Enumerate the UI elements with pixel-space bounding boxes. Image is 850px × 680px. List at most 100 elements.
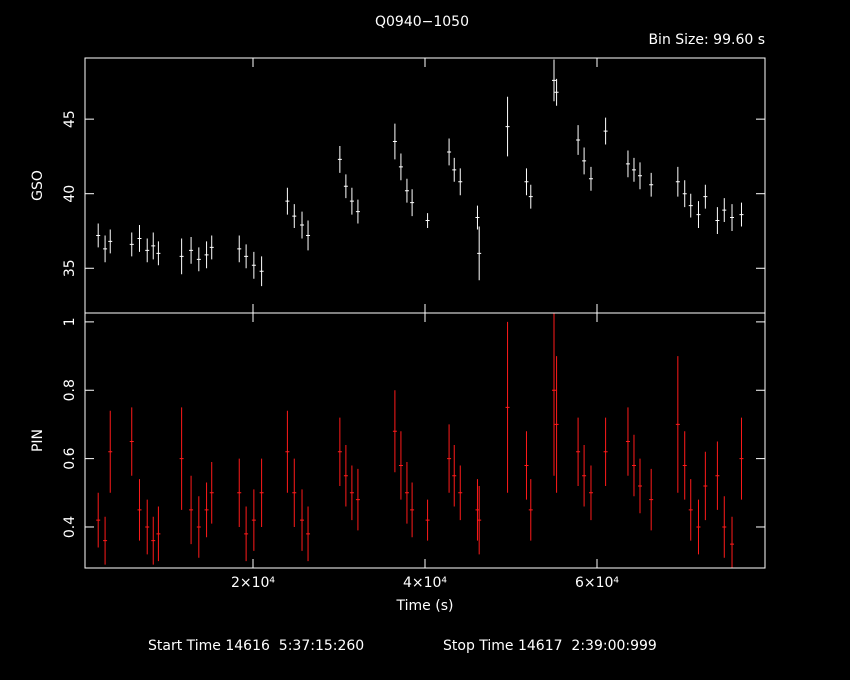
data-point	[398, 153, 403, 181]
data-point	[588, 166, 593, 191]
data-point	[204, 241, 209, 269]
data-point	[96, 492, 101, 548]
data-point	[552, 59, 556, 102]
data-point	[306, 506, 311, 562]
data-point	[108, 229, 113, 254]
data-point	[343, 444, 348, 507]
data-point	[682, 180, 687, 208]
data-point	[189, 475, 194, 545]
data-point	[425, 499, 430, 541]
data-point	[343, 174, 348, 199]
data-point	[528, 184, 533, 209]
data-point	[251, 251, 256, 279]
y-tick-label: 45	[62, 110, 78, 128]
data-point	[337, 417, 342, 486]
data-point	[703, 451, 708, 521]
data-point	[292, 458, 297, 527]
data-point	[477, 226, 482, 281]
y-tick-label: 1	[62, 317, 78, 326]
data-point	[603, 117, 608, 145]
data-point	[682, 431, 687, 500]
data-point	[237, 235, 242, 263]
data-point	[582, 147, 587, 175]
data-point	[505, 96, 510, 157]
data-point	[129, 232, 134, 257]
data-point	[337, 145, 342, 173]
data-point	[588, 465, 593, 521]
data-point	[189, 236, 194, 264]
data-point	[108, 410, 113, 493]
data-point	[730, 516, 735, 568]
data-point	[103, 516, 108, 565]
data-point	[739, 202, 744, 227]
y-tick-label: 40	[62, 185, 78, 203]
data-point	[696, 499, 701, 555]
data-point	[625, 150, 630, 178]
data-point	[196, 496, 201, 558]
bin-size: Bin Size: 99.60 s	[648, 32, 765, 48]
data-point	[649, 172, 654, 197]
data-point	[554, 78, 559, 106]
data-point	[703, 184, 708, 209]
data-point	[505, 321, 510, 493]
data-point	[452, 157, 457, 182]
data-point	[649, 468, 654, 531]
data-point	[447, 424, 452, 493]
data-point	[145, 499, 150, 555]
data-point	[209, 462, 214, 524]
panel-frame	[84, 312, 766, 569]
data-point	[715, 207, 720, 234]
data-point	[196, 247, 201, 272]
x-axis-label: Time (s)	[396, 598, 454, 614]
data-point	[688, 193, 693, 218]
data-point	[739, 417, 744, 500]
data-point	[129, 407, 134, 476]
data-point	[237, 458, 242, 527]
data-point	[137, 225, 142, 252]
y-tick-label: 0.6	[62, 447, 78, 469]
data-point	[137, 479, 142, 541]
data-point	[156, 241, 161, 266]
data-point	[631, 157, 636, 182]
data-point	[292, 204, 297, 228]
y-axis-label: PIN	[30, 429, 46, 452]
data-point	[151, 516, 156, 565]
panel-data	[96, 313, 744, 568]
data-point	[300, 489, 305, 551]
data-point	[696, 201, 701, 228]
data-point	[576, 125, 581, 155]
data-point	[404, 462, 409, 524]
data-point	[251, 489, 256, 551]
data-point	[458, 465, 463, 521]
data-point	[349, 187, 354, 215]
data-point	[179, 238, 184, 275]
x-tick-label: 2×10⁴	[231, 575, 275, 591]
data-point	[244, 506, 249, 562]
data-point	[404, 178, 409, 203]
data-point	[715, 441, 720, 510]
data-point	[156, 506, 161, 562]
x-tick-label: 4×10⁴	[403, 575, 447, 591]
data-point	[410, 482, 415, 538]
data-point	[259, 458, 264, 527]
data-point	[145, 238, 150, 263]
data-point	[554, 356, 559, 493]
data-point	[398, 431, 403, 500]
data-point	[582, 444, 587, 507]
y-tick-label: 0.8	[62, 379, 78, 401]
data-point	[103, 235, 108, 263]
data-point	[151, 232, 156, 260]
data-point	[244, 244, 249, 269]
data-point	[392, 123, 397, 160]
data-point	[355, 199, 360, 224]
data-point	[637, 162, 642, 190]
data-point	[410, 189, 415, 217]
data-point	[675, 166, 680, 197]
data-point	[452, 444, 457, 507]
data-point	[392, 390, 397, 473]
data-point	[458, 168, 463, 196]
data-point	[259, 256, 264, 287]
data-point	[300, 211, 305, 239]
data-point	[730, 204, 735, 231]
